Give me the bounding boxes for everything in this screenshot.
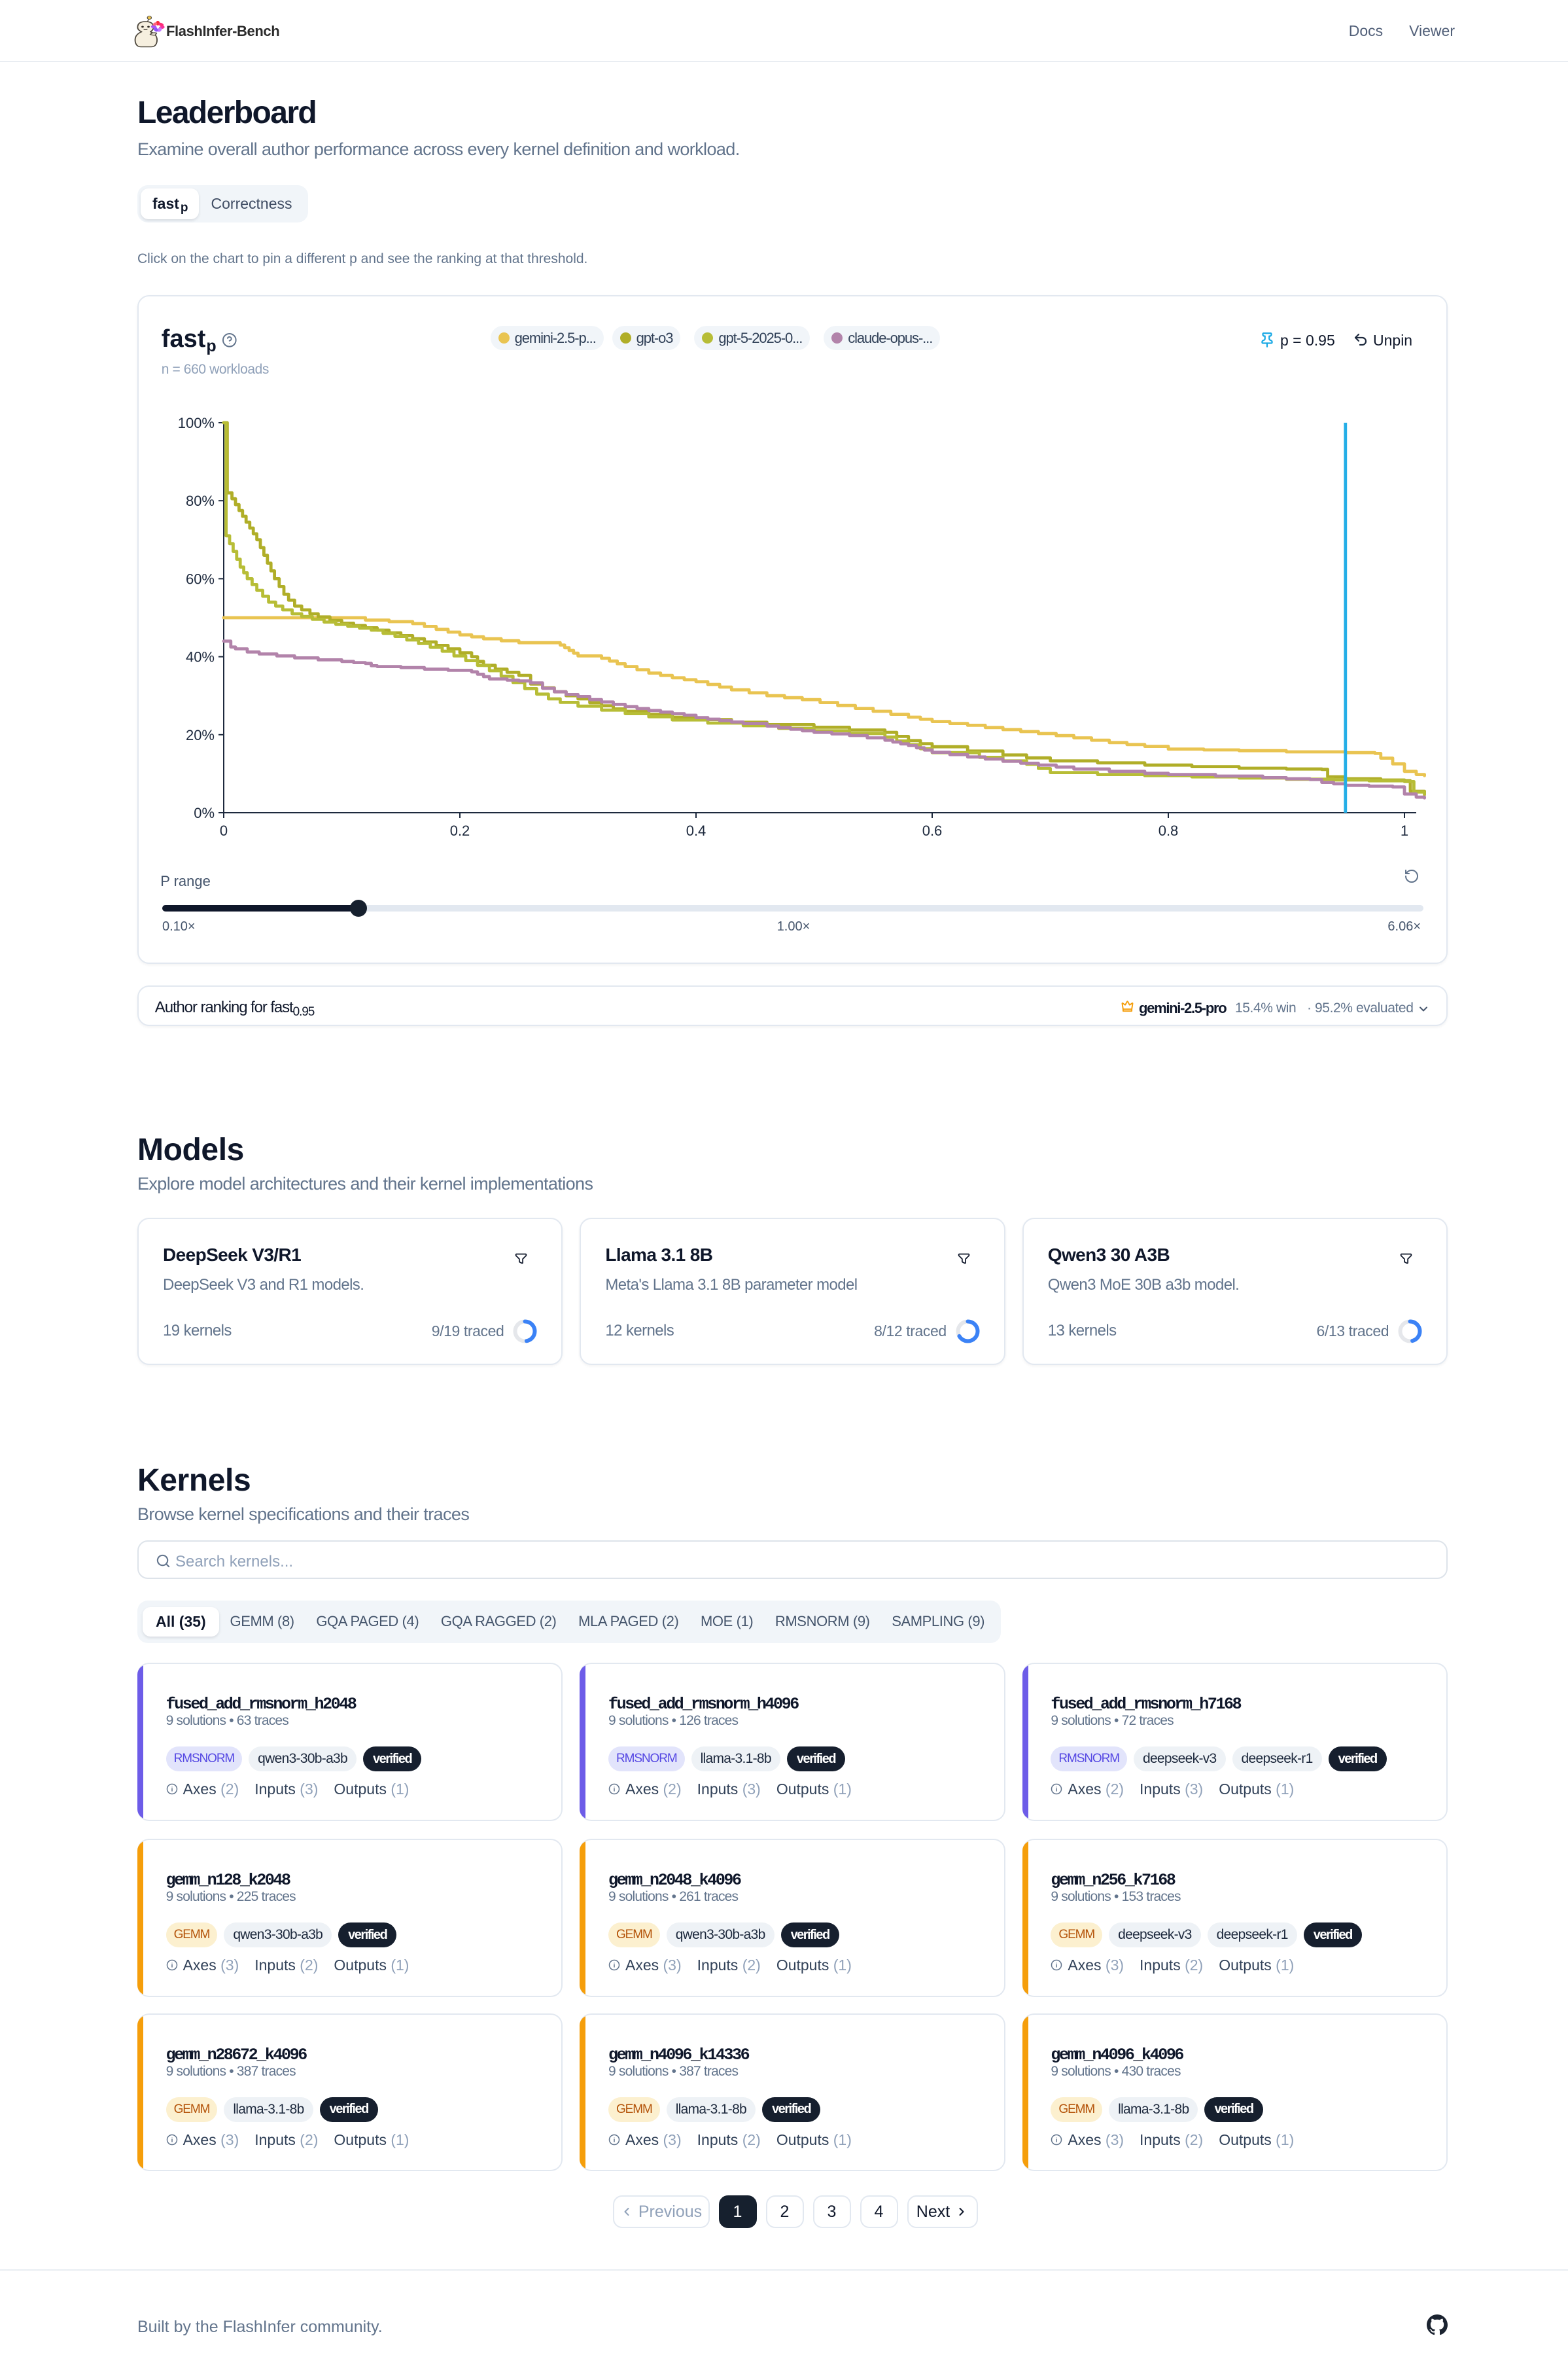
- svg-text:0.8: 0.8: [1159, 823, 1179, 839]
- svg-text:0: 0: [220, 823, 228, 839]
- svg-text:0.2: 0.2: [450, 823, 470, 839]
- svg-text:80%: 80%: [186, 493, 215, 509]
- svg-text:0.4: 0.4: [686, 823, 706, 839]
- svg-text:1: 1: [1401, 823, 1408, 839]
- svg-text:100%: 100%: [178, 415, 215, 431]
- svg-text:0%: 0%: [194, 805, 215, 821]
- svg-text:60%: 60%: [186, 571, 215, 587]
- svg-text:0.6: 0.6: [922, 823, 943, 839]
- svg-text:20%: 20%: [186, 727, 215, 743]
- svg-text:40%: 40%: [186, 649, 215, 665]
